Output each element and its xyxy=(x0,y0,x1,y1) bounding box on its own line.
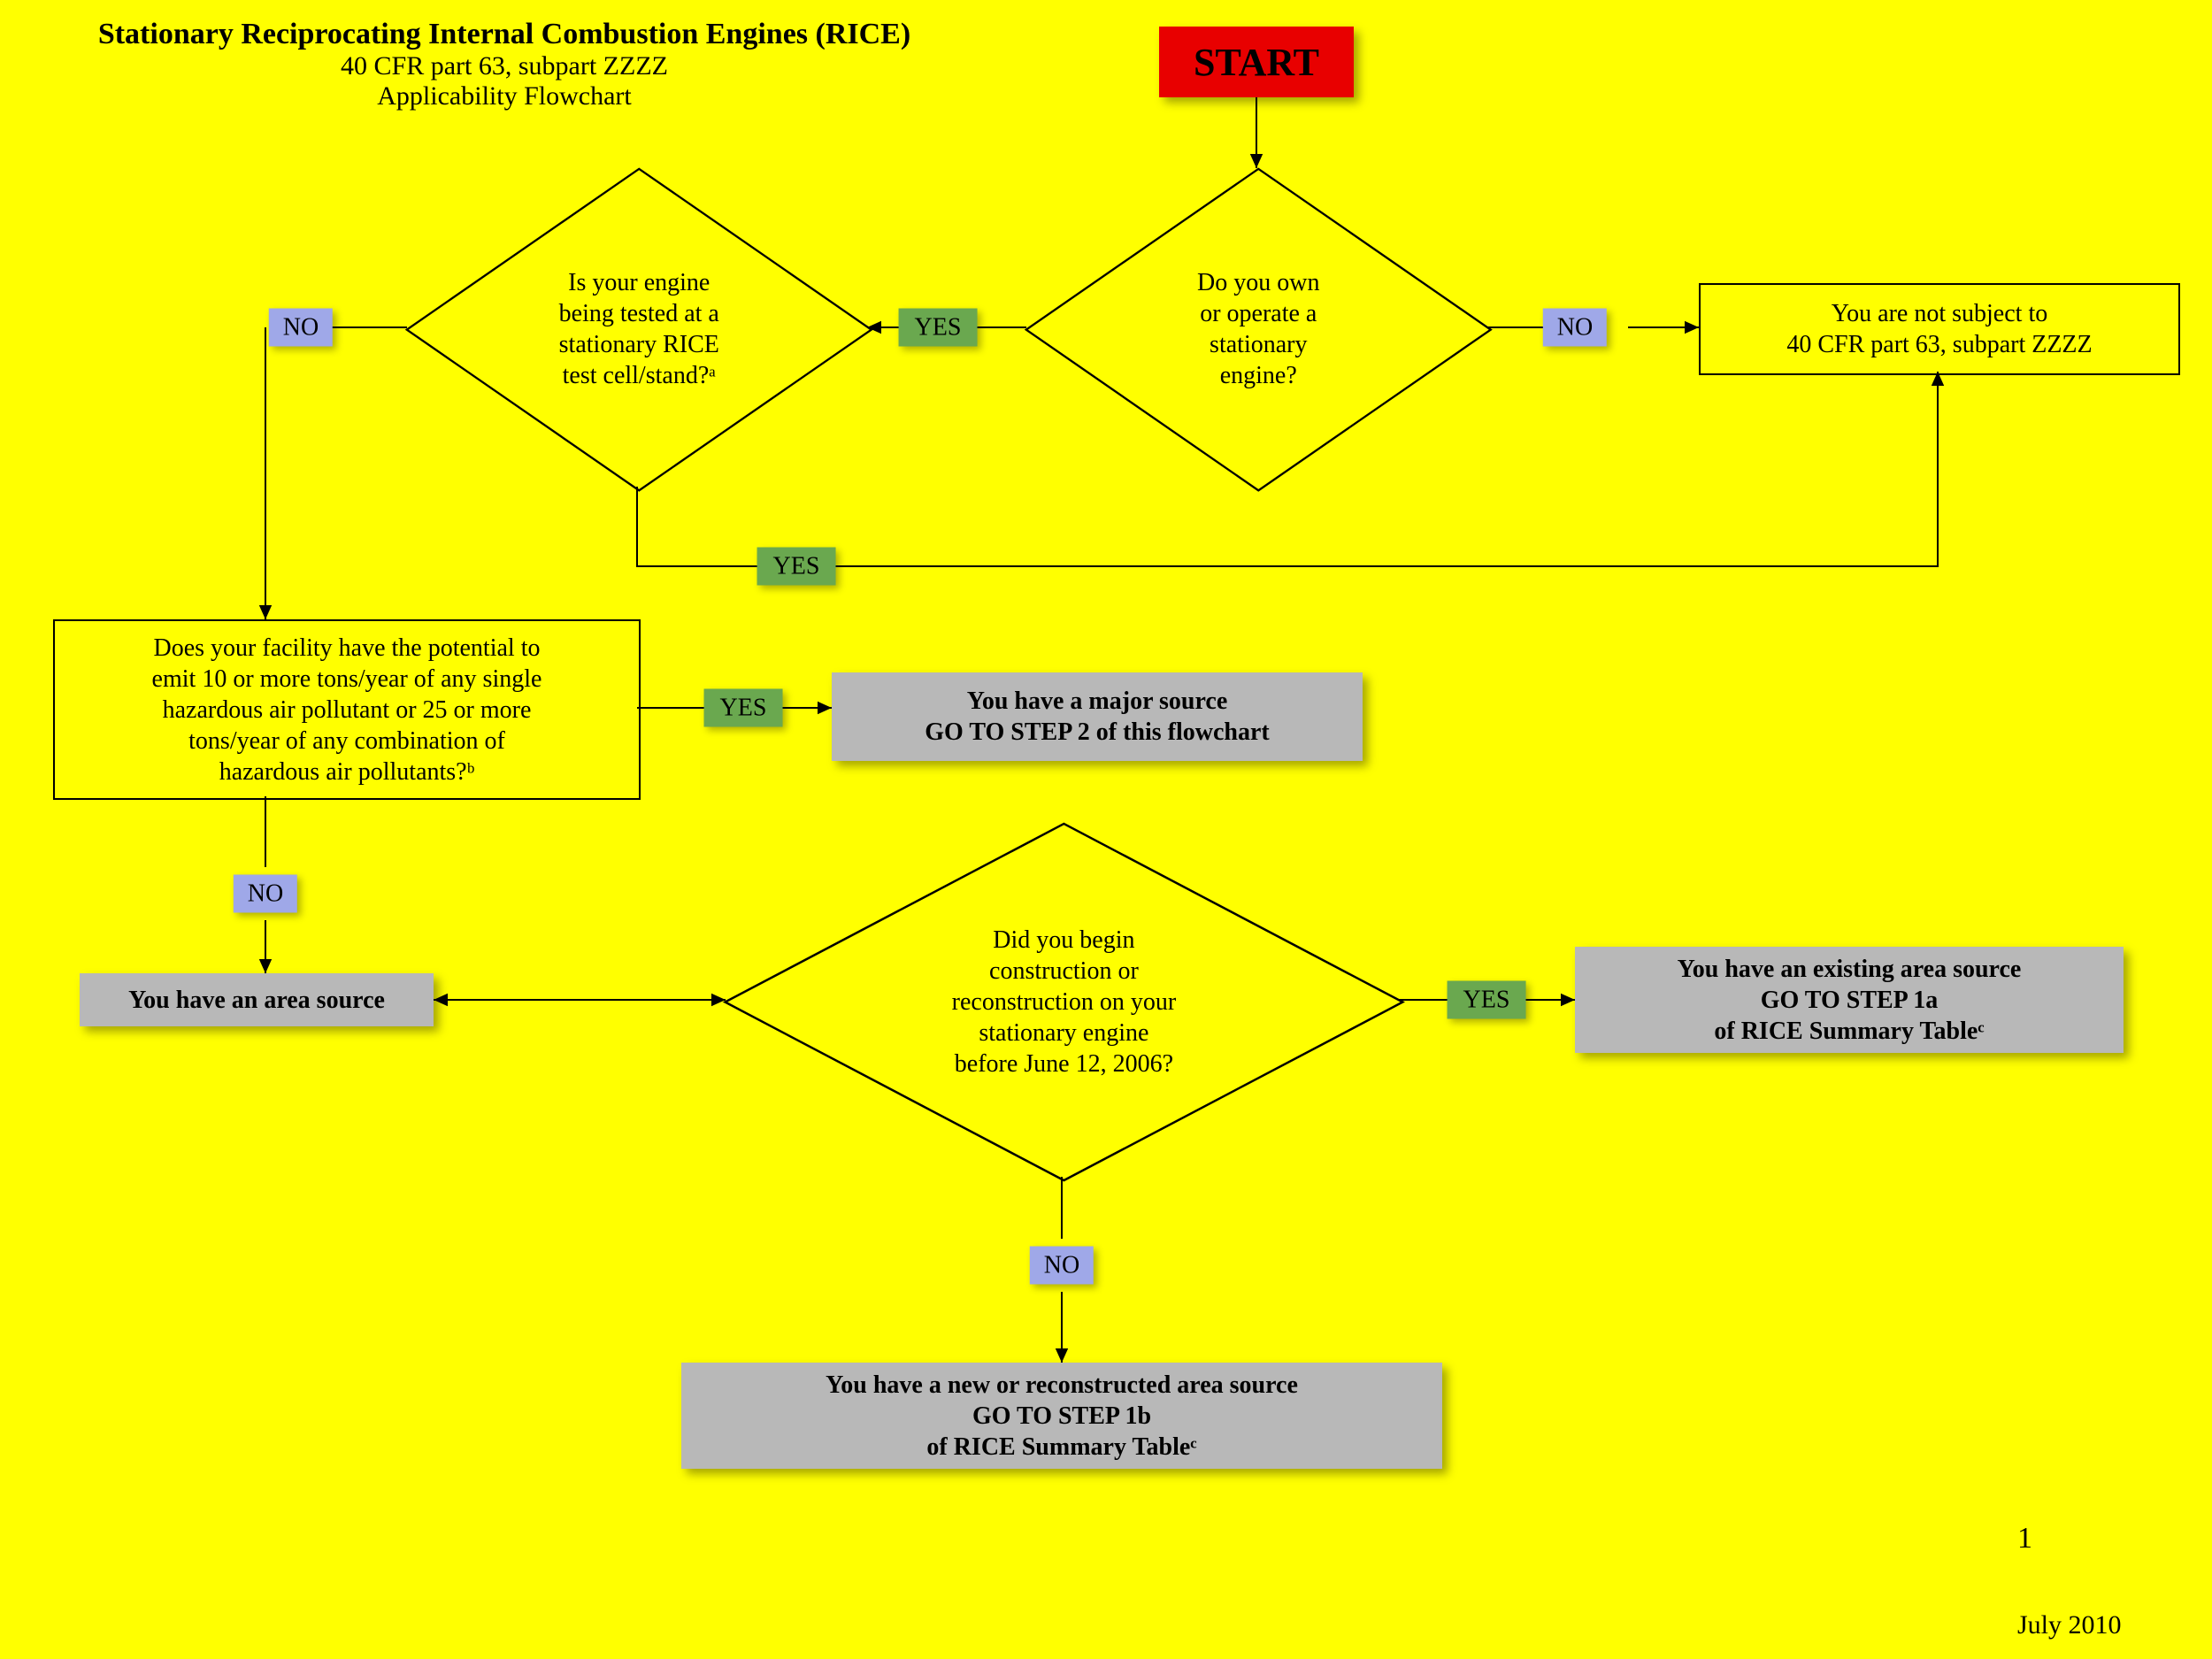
no-label: NO xyxy=(1030,1247,1094,1285)
flow-edges xyxy=(0,0,2212,1659)
yes-label: YES xyxy=(1448,981,1526,1019)
no-label: NO xyxy=(1543,309,1607,347)
yes-label: YES xyxy=(704,689,783,727)
no-label: NO xyxy=(269,309,333,347)
yes-label: YES xyxy=(899,309,978,347)
yes-label: YES xyxy=(757,548,836,586)
no-label: NO xyxy=(234,875,297,913)
